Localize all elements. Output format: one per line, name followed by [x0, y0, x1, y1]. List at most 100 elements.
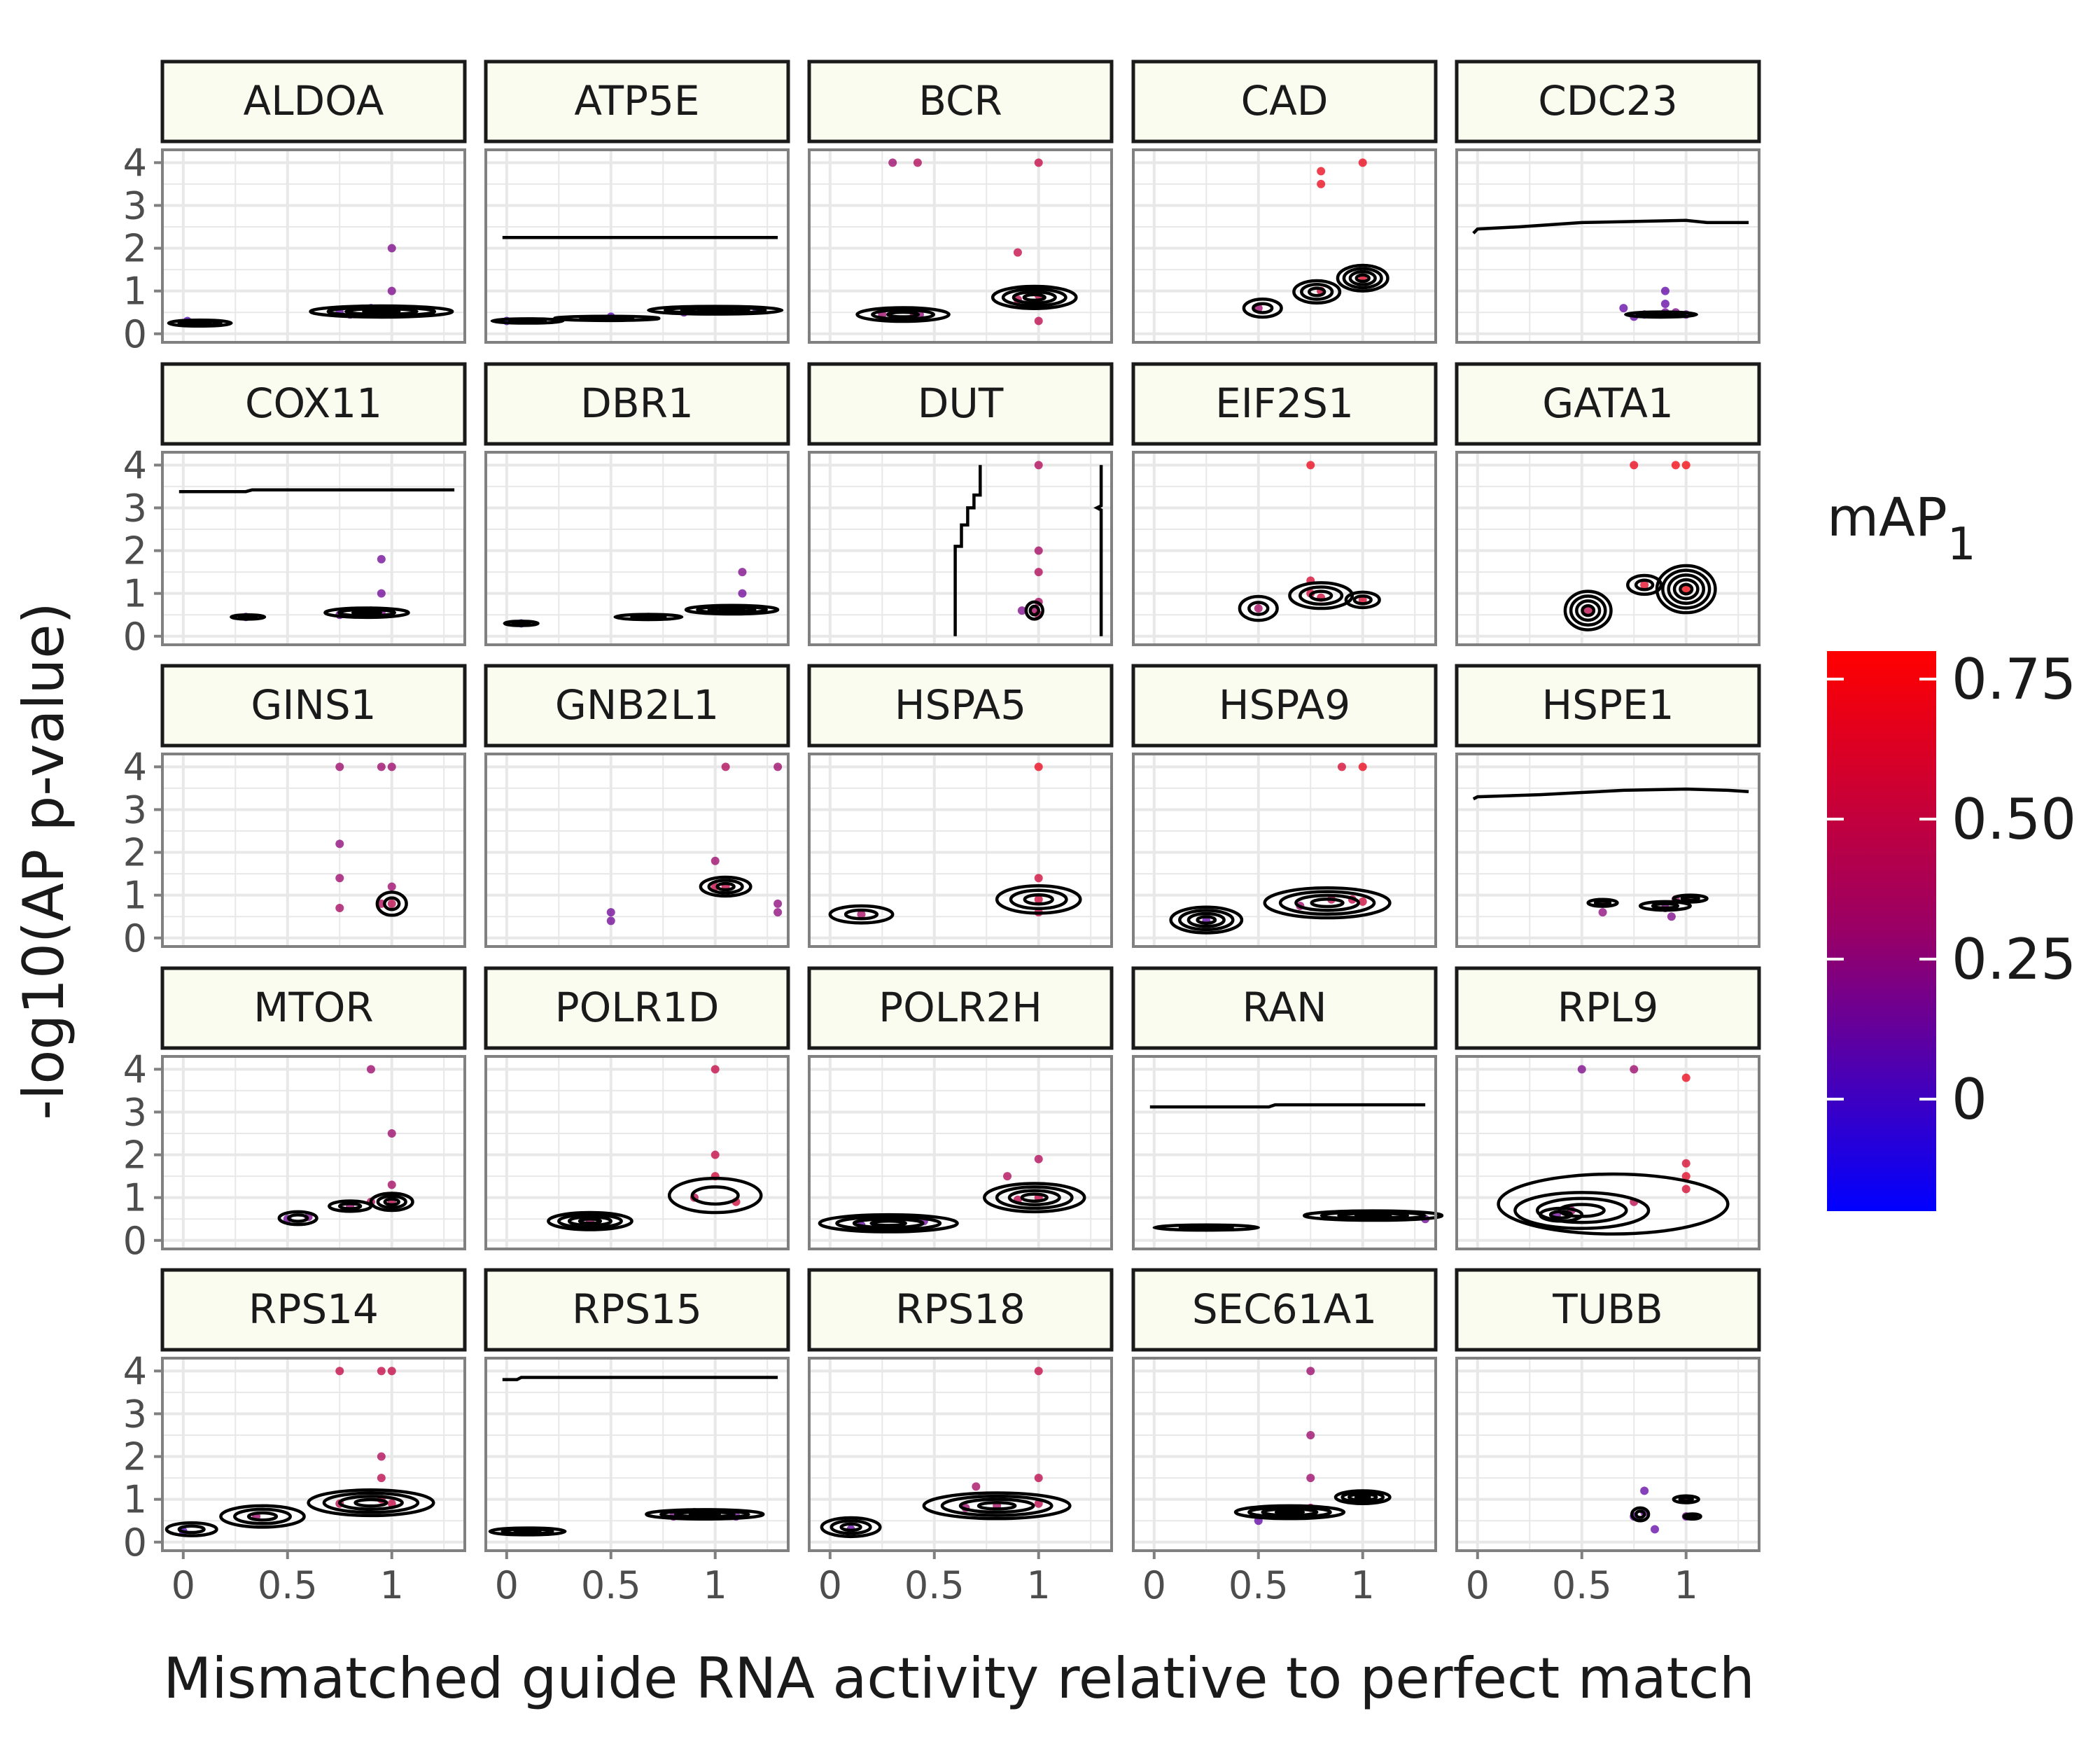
- data-point: [387, 762, 396, 771]
- data-point: [1630, 1065, 1639, 1074]
- data-point: [738, 589, 747, 598]
- color-legend: mAP1 0.75 0.50 0.25 0: [1827, 486, 2076, 1211]
- panel-border: [484, 753, 790, 948]
- y-tick-label: 3: [123, 1392, 147, 1436]
- data-point: [1358, 158, 1367, 167]
- contour-ring: [1247, 601, 1270, 616]
- data-point: [1034, 316, 1043, 326]
- contour-ring: [323, 606, 410, 620]
- data-point: [377, 1474, 386, 1483]
- panel-background: [162, 1358, 465, 1551]
- contour-ring: [707, 879, 744, 895]
- contour-ring: [503, 620, 540, 627]
- facet-strip: [160, 60, 467, 144]
- contour-line: [1472, 787, 1749, 801]
- panel-border: [1132, 451, 1437, 646]
- data-point: [1660, 286, 1670, 295]
- panel-border: [484, 451, 790, 646]
- panel-grid: [1133, 452, 1436, 645]
- facet-strip: [484, 664, 790, 748]
- contour-ring: [1344, 590, 1381, 610]
- contour-ring: [958, 1497, 1035, 1514]
- facet-strip: [1455, 60, 1761, 144]
- density-contours: [953, 465, 1103, 636]
- y-tick-label: 0: [123, 615, 147, 659]
- legend-tick-label: 0: [1952, 1067, 1987, 1132]
- density-contours: [1472, 787, 1749, 912]
- data-point: [1358, 897, 1367, 906]
- data-point: [972, 1482, 981, 1491]
- density-contours: [503, 603, 780, 627]
- data-point: [1013, 248, 1022, 257]
- contour-ring: [1278, 890, 1376, 916]
- facet-strip: [1455, 1268, 1761, 1352]
- panel-border: [1132, 1055, 1437, 1250]
- y-tick-label: 1: [123, 874, 147, 918]
- contour-ring: [1336, 263, 1390, 293]
- facet-label: GNB2L1: [555, 681, 719, 729]
- density-contours: [855, 284, 1078, 323]
- panel-background: [1133, 452, 1436, 645]
- data-point: [1358, 762, 1367, 771]
- panel-background: [486, 1056, 788, 1249]
- data-point: [377, 1452, 386, 1461]
- contour-ring: [844, 908, 879, 921]
- contour-ring: [277, 1210, 318, 1227]
- data-point: [377, 554, 386, 564]
- contour-ring: [1667, 573, 1706, 605]
- contour-ring: [1303, 1209, 1444, 1222]
- contour-ring: [1152, 1223, 1261, 1232]
- contour-ring: [1288, 581, 1354, 610]
- contour-ring: [1354, 273, 1371, 284]
- contour-ring: [219, 1504, 306, 1529]
- y-axis-title: -log10(AP p-value): [11, 602, 76, 1119]
- data-point: [738, 568, 747, 577]
- density-contours: [820, 1491, 1072, 1539]
- contour-ring: [1661, 568, 1712, 610]
- panel-background: [486, 1358, 788, 1551]
- contour-ring: [1497, 1172, 1730, 1236]
- axis-titles: Mismatched guide RNA activity relative t…: [11, 602, 1755, 1711]
- panel-border: [1132, 148, 1437, 344]
- contour-line: [953, 465, 982, 636]
- contour-ring: [820, 1516, 882, 1539]
- contour-ring: [1294, 893, 1361, 912]
- data-point: [1598, 908, 1607, 917]
- contour-ring: [1569, 594, 1607, 627]
- contour-ring: [1011, 290, 1057, 305]
- y-tick-label: 4: [123, 141, 147, 185]
- contour-ring: [375, 891, 408, 917]
- panel-background: [809, 1056, 1112, 1249]
- facet-dut: DUT: [807, 362, 1114, 646]
- density-contours: [1472, 218, 1749, 319]
- contour-ring: [1630, 1506, 1651, 1523]
- density-contours: [699, 875, 752, 898]
- contour-ring: [1581, 603, 1596, 617]
- data-point: [366, 1065, 375, 1074]
- contour-ring: [1624, 310, 1698, 319]
- contour-ring: [1186, 912, 1226, 928]
- contour-line: [1472, 218, 1749, 235]
- contour-ring: [567, 1215, 613, 1227]
- panel-border: [1132, 1357, 1437, 1552]
- density-contours: [1242, 263, 1390, 319]
- contour-ring: [613, 613, 684, 622]
- panel-background: [1133, 150, 1436, 342]
- x-tick-label: 0.5: [258, 1563, 318, 1607]
- contour-ring: [369, 1192, 414, 1213]
- contour-ring: [351, 609, 383, 616]
- data-point: [710, 856, 720, 865]
- contour-ring: [328, 1199, 373, 1213]
- data-point: [1660, 300, 1670, 308]
- contour-ring: [995, 884, 1082, 915]
- facet-strip: [160, 362, 467, 446]
- y-tick-label: 2: [123, 227, 147, 271]
- contour-ring: [1563, 589, 1613, 631]
- x-tick-label: 0: [172, 1563, 195, 1607]
- x-axis: 0 0.5 1: [172, 1551, 404, 1607]
